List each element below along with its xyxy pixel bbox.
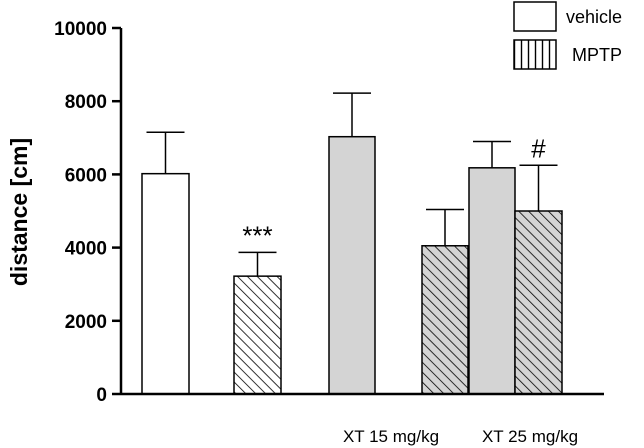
y-tick-label-3: 6000 (65, 165, 107, 186)
bar-0 (141, 172, 190, 395)
y-tick-label-1: 2000 (65, 312, 107, 333)
legend-swatch-mptp (513, 39, 557, 70)
annotation-5: # (531, 133, 546, 163)
bar-2 (328, 135, 376, 395)
legend-swatch-vehicle (513, 1, 557, 32)
y-tick-label-0: 0 (96, 385, 107, 406)
y-axis-label: distance [cm] (6, 138, 32, 286)
y-tick-label-4: 8000 (65, 92, 107, 113)
legend: vehicle MPTP (513, 1, 622, 70)
y-ticks: 0 2000 4000 6000 8000 10000 (54, 19, 121, 406)
annotation-1: *** (242, 220, 272, 250)
group-labels: XT 15 mg/kg XT 25 mg/kg (343, 427, 578, 446)
group-label-1: XT 15 mg/kg (343, 427, 439, 446)
bar-4 (468, 167, 516, 395)
bar-5 (514, 210, 563, 395)
y-axis (119, 28, 604, 396)
bar-3 (421, 245, 469, 395)
error-bars (146, 92, 558, 277)
legend-label-mptp: MPTP (572, 45, 622, 65)
legend-label-vehicle: vehicle (566, 7, 622, 27)
annotations: *** # (242, 133, 546, 250)
group-label-2: XT 25 mg/kg (482, 427, 578, 446)
y-tick-label-5: 10000 (54, 19, 107, 40)
bar-1 (233, 275, 282, 395)
bars (141, 135, 563, 395)
y-tick-label-2: 4000 (65, 239, 107, 260)
